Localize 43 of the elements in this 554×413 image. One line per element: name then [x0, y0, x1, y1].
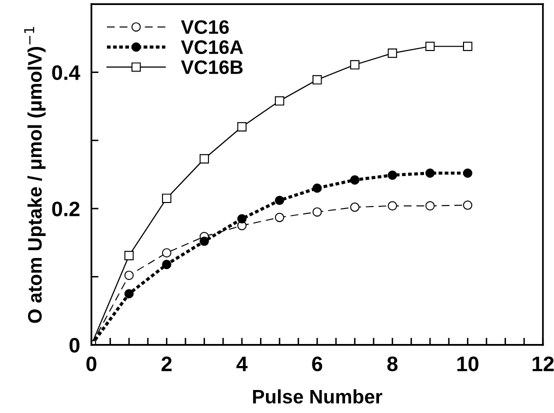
y-axis-title: O atom Uptake / μmol (μmolV)$^{−1}$ — [24, 27, 46, 323]
x-axis-title: Pulse Number — [253, 389, 382, 404]
point — [388, 170, 398, 180]
point — [388, 48, 398, 58]
x-tick-label: 6 — [312, 356, 322, 372]
x-tick-label: 2 — [162, 356, 172, 372]
point — [237, 122, 247, 132]
point — [162, 260, 172, 270]
point — [312, 183, 322, 193]
point — [425, 168, 435, 178]
point — [124, 289, 134, 298]
legend-label: VC16 — [180, 20, 229, 34]
point — [200, 236, 209, 246]
legend-label: VC16A — [180, 40, 244, 54]
x-tick-label: 10 — [457, 356, 478, 372]
point — [274, 196, 284, 206]
point — [200, 154, 209, 164]
point — [425, 201, 435, 210]
point — [350, 202, 360, 212]
legend-label: VC16B — [180, 60, 243, 74]
point — [388, 201, 398, 210]
point — [162, 194, 172, 203]
point — [463, 168, 472, 178]
point — [274, 96, 284, 106]
point — [350, 175, 360, 185]
x-tick-label: 8 — [387, 356, 398, 372]
x-tick-label: 12 — [532, 356, 554, 372]
point — [124, 250, 134, 260]
point — [312, 207, 322, 217]
y-tick-label: 0.2 — [52, 202, 80, 216]
x-tick-label: 0 — [86, 356, 96, 372]
point — [463, 200, 472, 210]
point — [274, 212, 284, 222]
point — [425, 42, 435, 52]
x-tick-label: 4 — [236, 356, 248, 372]
y-tick-label: 0 — [70, 338, 80, 353]
point — [162, 248, 172, 258]
point — [237, 214, 247, 224]
point — [463, 42, 472, 52]
point — [124, 270, 134, 280]
point — [350, 60, 360, 70]
y-tick-label: 0.4 — [52, 65, 80, 80]
point — [312, 75, 322, 84]
